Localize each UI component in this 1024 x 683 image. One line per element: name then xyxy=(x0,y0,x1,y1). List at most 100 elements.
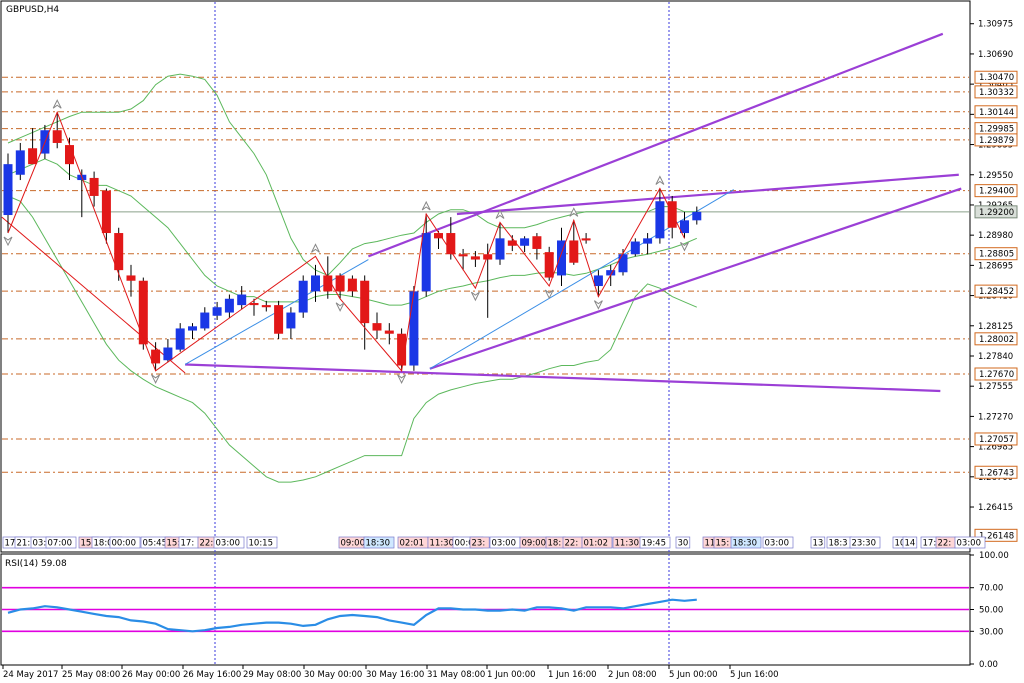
level-tag-label: 1.29879 xyxy=(979,136,1014,146)
candle-bull xyxy=(200,312,210,329)
fractal-down-arrow xyxy=(3,236,13,247)
time-strip-tag xyxy=(639,536,671,549)
price-tick-label: 1.28125 xyxy=(978,322,1013,332)
time-strip-label: 30 xyxy=(678,539,689,549)
time-tick-label: 30 May 00:00 xyxy=(304,670,362,680)
candle-bull xyxy=(618,254,628,273)
time-tick-label: 5 Jun 00:00 xyxy=(669,670,718,680)
fractal-down-arrow xyxy=(593,300,603,310)
price-tick-label: 1.28980 xyxy=(978,231,1013,241)
price-tick-label: 1.28695 xyxy=(978,261,1013,271)
rsi-title: RSI(14) 59.08 xyxy=(5,559,67,569)
fractal-down-arrow xyxy=(151,374,161,384)
time-strip-label: 17: xyxy=(923,539,937,549)
fractal-up-arrow xyxy=(569,207,579,217)
level-tag-label: 1.29400 xyxy=(979,187,1014,197)
level-tag-box xyxy=(974,247,1018,261)
candle-bear xyxy=(323,275,333,292)
level-tag-label: 1.27670 xyxy=(979,370,1014,380)
time-strip-label: 18:30 xyxy=(733,539,758,549)
time-tick-label: 5 Jun 16:00 xyxy=(730,670,779,680)
level-tag-box xyxy=(974,432,1018,446)
level-tag-box xyxy=(974,332,1018,346)
candle-bear xyxy=(89,177,99,196)
level-tag-box xyxy=(974,133,1018,147)
time-strip-label: 22: xyxy=(565,539,579,549)
candle-bull xyxy=(311,275,320,292)
candle-bear xyxy=(581,238,591,241)
time-strip-tag xyxy=(45,536,77,549)
candle-bull xyxy=(630,241,640,255)
time-strip-label: 21: xyxy=(17,539,31,549)
candle-bear xyxy=(114,233,124,271)
price-tick-label: 1.27840 xyxy=(978,352,1013,362)
time-strip-label: 00:00 xyxy=(112,539,137,549)
time-strip-tag xyxy=(954,536,986,549)
level-tag-label: 1.30470 xyxy=(979,73,1014,83)
price-tick-label: 1.30975 xyxy=(978,20,1013,30)
time-strip-label: 11: xyxy=(705,539,719,549)
candle-bear xyxy=(532,236,542,249)
candle-bear xyxy=(483,254,493,260)
support-line xyxy=(185,363,941,393)
time-strip-tag xyxy=(246,536,278,549)
zigzag-line xyxy=(7,110,685,372)
level-tag-label: 1.29985 xyxy=(979,125,1014,135)
time-strip-tag xyxy=(213,536,245,549)
level-tag-box xyxy=(974,465,1018,479)
fractal-up-arrow xyxy=(311,243,320,253)
time-tick-label: 25 May 08:00 xyxy=(62,670,120,680)
time-strip-label: 11:30 xyxy=(430,539,455,549)
time-strip-label: 22: xyxy=(938,539,952,549)
price-axis: 1.309751.306901.304051.301201.298351.295… xyxy=(970,0,1024,683)
level-tag-label: 1.30144 xyxy=(979,108,1014,118)
time-strip-label: 14 xyxy=(905,539,916,549)
candle-bear xyxy=(360,280,370,324)
time-tick-label: 2 Jun 08:00 xyxy=(608,670,657,680)
candle-bear xyxy=(249,302,259,306)
time-strip-label: 09:00 xyxy=(341,539,366,549)
time-tick-label: 26 May 00:00 xyxy=(122,670,180,680)
candle-bull xyxy=(557,240,566,276)
level-tag-box xyxy=(974,367,1018,381)
level-tag-box xyxy=(974,85,1018,99)
time-tick-label: 30 May 16:00 xyxy=(366,670,424,680)
candle-bear xyxy=(458,254,468,257)
candle-bull xyxy=(224,298,234,313)
candle-bear xyxy=(434,233,443,239)
time-strip-label: 18:3 xyxy=(829,539,848,549)
candle-bull xyxy=(3,164,13,216)
candle-bear xyxy=(65,145,74,165)
candle-bear xyxy=(261,305,271,308)
candle-bull xyxy=(421,233,431,292)
time-strip-tag xyxy=(109,536,141,549)
time-strip-label: 02:01 xyxy=(400,539,425,549)
candle-bear xyxy=(397,333,407,366)
candle-bull xyxy=(606,270,616,276)
level-tag-label: 1.28452 xyxy=(979,287,1014,297)
price-tick-label: 1.30690 xyxy=(978,50,1013,60)
channel-lower-line xyxy=(429,187,962,370)
candle-bull xyxy=(680,220,689,234)
candle-bear xyxy=(335,275,345,292)
rsi-indicator: 100.00 70.00 50.00 30.00 0.00 xyxy=(2,551,1009,670)
candle-bear xyxy=(52,130,62,143)
time-strip-label: 10:15 xyxy=(249,539,274,549)
level-tag-label: 1.26148 xyxy=(979,531,1014,541)
candle-bull xyxy=(15,150,25,175)
zigzag-overlay xyxy=(3,99,689,384)
fractal-up-arrow xyxy=(495,209,505,219)
candle-bear xyxy=(569,240,579,263)
candle-bear xyxy=(507,240,517,246)
level-tag-label: 1.27057 xyxy=(979,435,1014,445)
candle-bull xyxy=(212,307,222,316)
time-strip-label: 05:45 xyxy=(143,539,168,549)
rsi-tick-label: 30.00 xyxy=(979,627,1003,637)
level-tag-box xyxy=(974,184,1018,198)
time-strip-tag xyxy=(849,536,881,549)
candle-bull xyxy=(692,211,702,221)
time-strip-tag xyxy=(469,536,490,549)
time-tick-label: 29 May 08:00 xyxy=(243,670,301,680)
candle-bull xyxy=(188,326,197,331)
time-strip-label: 19:45 xyxy=(642,539,667,549)
